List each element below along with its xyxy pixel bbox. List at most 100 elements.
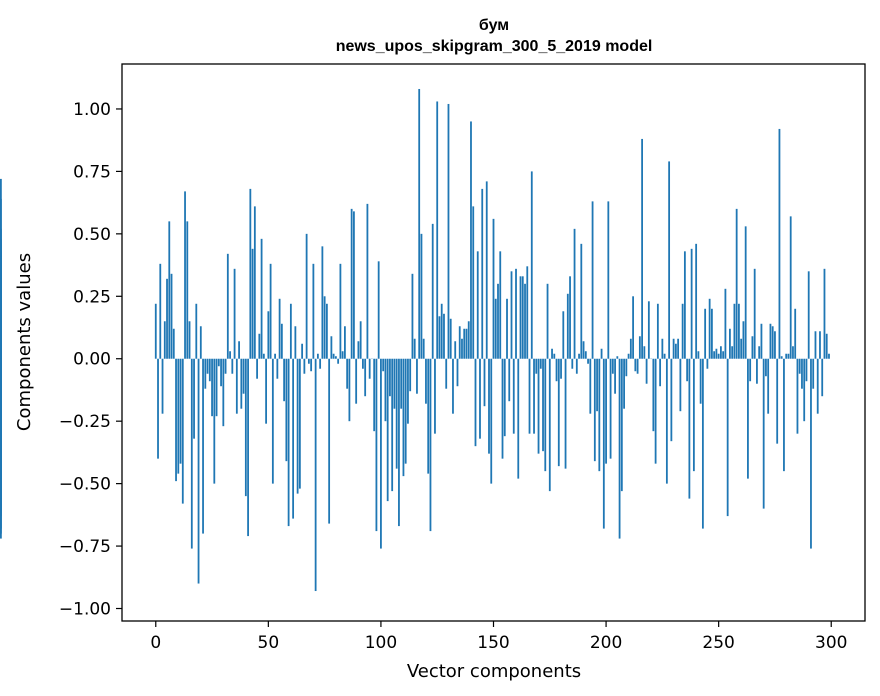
bar — [316, 353, 319, 359]
bar — [582, 341, 585, 359]
bar — [614, 358, 616, 394]
bar — [341, 351, 344, 359]
bar — [821, 358, 824, 397]
bar — [609, 358, 612, 459]
x-tick-label: 150 — [477, 633, 509, 653]
bar — [787, 353, 790, 359]
bar — [172, 328, 175, 359]
bar — [429, 358, 432, 532]
bar — [163, 321, 166, 359]
bar — [416, 358, 418, 394]
bar — [501, 358, 504, 459]
bar — [618, 358, 621, 539]
bar — [456, 358, 459, 387]
bar — [389, 358, 391, 397]
bar — [751, 336, 754, 359]
bar — [350, 208, 353, 359]
bar — [443, 313, 445, 359]
bar — [220, 358, 222, 387]
bar — [598, 358, 601, 472]
bar — [535, 358, 538, 374]
y-tick-label: 1.00 — [73, 100, 111, 120]
bar — [823, 268, 826, 359]
bar — [458, 326, 461, 359]
bar — [738, 303, 740, 359]
bar — [476, 251, 479, 359]
bar — [479, 358, 481, 439]
bar — [285, 358, 288, 462]
bar — [154, 303, 157, 359]
bar — [636, 358, 639, 374]
bar — [742, 321, 745, 359]
bar — [607, 201, 610, 359]
bar — [224, 358, 227, 374]
bar — [575, 358, 578, 374]
bar — [717, 353, 720, 359]
bar — [499, 251, 502, 359]
bar — [168, 221, 171, 359]
bar — [211, 358, 213, 417]
bar — [289, 303, 292, 359]
bar — [807, 271, 810, 359]
bar — [756, 358, 758, 384]
bar — [267, 311, 270, 359]
bar — [551, 348, 553, 359]
bar — [783, 358, 785, 472]
bar — [602, 358, 605, 529]
bar — [434, 358, 436, 434]
y-axis-ticks: −1.00 −0.75 −0.50 −0.25 0.00 0.25 0.50 0.75 1.00 — [59, 100, 122, 620]
bar — [312, 263, 315, 359]
bar — [769, 323, 772, 359]
bar — [816, 358, 819, 414]
bar — [566, 293, 569, 359]
bar — [542, 358, 544, 452]
bar — [548, 358, 551, 492]
bar — [217, 358, 220, 367]
bar — [436, 101, 439, 359]
bar — [465, 328, 468, 359]
bar — [632, 296, 634, 359]
bar — [812, 358, 815, 389]
bar — [690, 248, 693, 359]
bar — [704, 308, 707, 359]
bar — [697, 351, 700, 359]
bar — [454, 341, 457, 359]
bar — [184, 191, 186, 359]
bar — [373, 358, 376, 432]
bar — [357, 341, 360, 359]
y-tick-label: −1.00 — [59, 600, 111, 620]
bar — [418, 88, 421, 359]
bar — [235, 358, 238, 414]
bar — [274, 353, 276, 359]
bar — [706, 358, 709, 369]
bar — [193, 358, 195, 439]
bar — [427, 358, 430, 474]
bar — [591, 201, 594, 359]
bar — [819, 331, 821, 359]
bar — [539, 358, 542, 369]
bar — [506, 298, 508, 359]
bar — [404, 358, 407, 464]
bar — [325, 303, 328, 359]
bar — [726, 358, 729, 517]
bar — [771, 326, 774, 359]
bar — [301, 343, 304, 359]
bar — [688, 358, 691, 499]
bar — [256, 358, 258, 379]
bar — [265, 358, 267, 424]
bar — [490, 358, 493, 484]
bar — [670, 358, 673, 442]
bar — [440, 303, 443, 359]
chart-title: бум — [479, 17, 509, 34]
bar — [222, 358, 225, 427]
bar — [359, 321, 362, 359]
bar — [600, 348, 603, 359]
bar — [679, 358, 682, 412]
bar — [195, 303, 198, 359]
bar — [287, 358, 290, 527]
bar — [512, 358, 515, 434]
bar — [767, 358, 770, 414]
bar — [0, 278, 2, 359]
y-tick-label: −0.25 — [59, 412, 111, 432]
bar — [377, 261, 380, 359]
